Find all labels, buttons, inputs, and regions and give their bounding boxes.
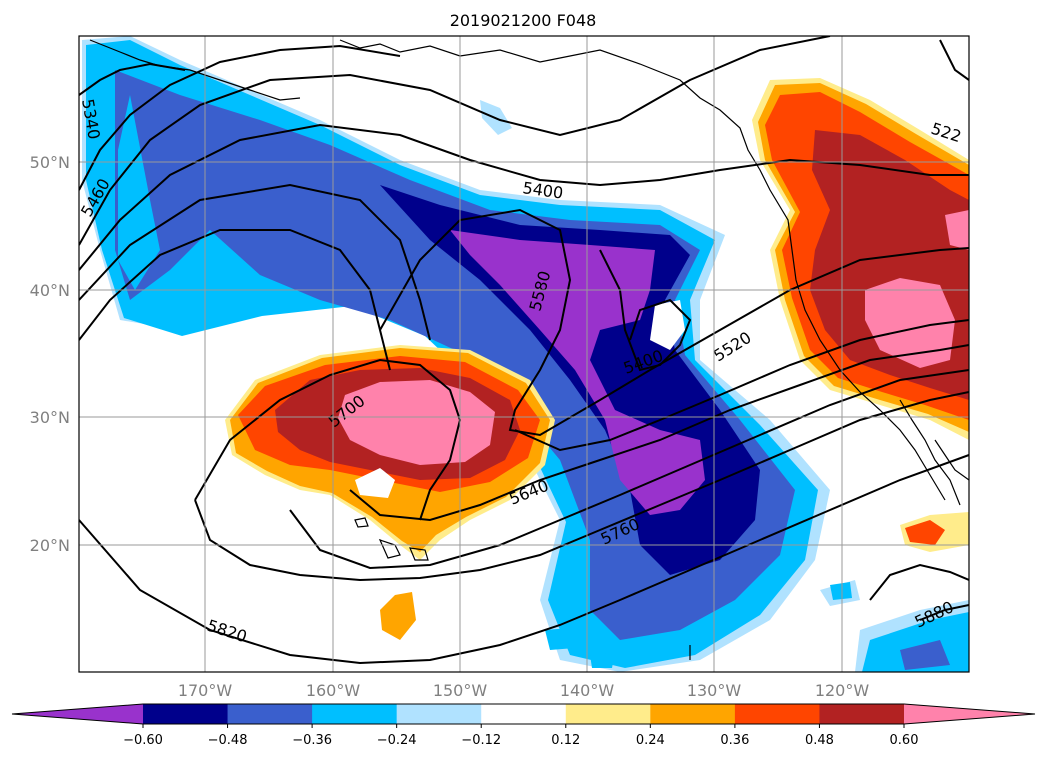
colorbar-tick-label: −0.60 (123, 733, 163, 748)
colorbar-segment (650, 704, 736, 724)
latitude-labels: 50°N 40°N 30°N 20°N (30, 153, 70, 555)
map-frame (78, 35, 970, 673)
colorbar-tick-label: 0.60 (890, 733, 919, 748)
colorbar-segment (396, 704, 482, 724)
lon-label: 170°W (178, 681, 233, 700)
colorbar-tick-label: −0.36 (292, 733, 332, 748)
colorbar-tick-label: 0.12 (551, 733, 580, 748)
lat-label: 20°N (30, 536, 70, 555)
lon-label: 150°W (433, 681, 488, 700)
colorbar-segment (312, 704, 398, 724)
colorbar-tick-label: 0.36 (720, 733, 749, 748)
colorbar-extend-low (12, 704, 143, 724)
colorbar-tick-label: −0.12 (461, 733, 501, 748)
colorbar-segment (227, 704, 313, 724)
lon-label: 140°W (560, 681, 615, 700)
colorbar-tick-label: −0.24 (377, 733, 417, 748)
lon-label: 160°W (306, 681, 361, 700)
colorbar-tick-label: 0.24 (636, 733, 665, 748)
colorbar-segment (565, 704, 651, 724)
coastlines (89, 39, 969, 660)
lon-label: 120°W (815, 681, 870, 700)
lon-label: 130°W (687, 681, 742, 700)
height-contours (79, 36, 969, 665)
map-area: 5340 5460 5400 5580 5400 5520 522 5700 5… (79, 36, 969, 672)
colorbar-tick-label: −0.48 (208, 733, 248, 748)
colorbar-segment (481, 704, 567, 724)
lat-label: 40°N (30, 281, 70, 300)
colorbar-tick-label: 0.48 (805, 733, 834, 748)
map-title: 2019021200 F048 (450, 11, 597, 30)
graticule (79, 36, 969, 672)
colorbar-segment (819, 704, 905, 724)
lat-label: 50°N (30, 153, 70, 172)
colorbar: −0.60 −0.48 −0.36 −0.24 −0.12 0.12 0.24 0.36 0.4… (11, 703, 1036, 748)
longitude-labels: 170°W 160°W 150°W 140°W 130°W 120°W (178, 681, 870, 700)
colorbar-segment (143, 704, 229, 724)
colorbar-extend-high (904, 704, 1035, 724)
lat-label: 30°N (30, 408, 70, 427)
colorbar-segment (734, 704, 820, 724)
